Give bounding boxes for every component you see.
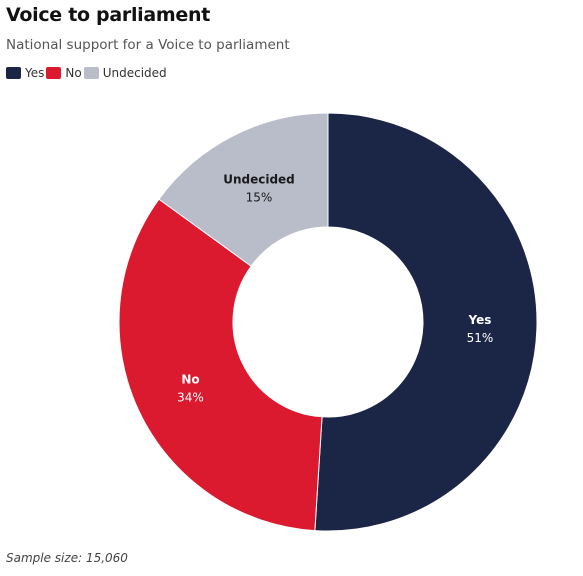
slice-yes[interactable] xyxy=(314,112,538,532)
slice-label-undecided: Undecided xyxy=(223,173,295,187)
legend-item-yes[interactable]: Yes xyxy=(6,66,44,80)
slice-label-yes: Yes xyxy=(467,313,491,327)
slice-no[interactable] xyxy=(118,198,323,532)
legend-item-undecided[interactable]: Undecided xyxy=(83,66,167,80)
legend-swatch-yes xyxy=(6,67,21,79)
chart-legend: Yes No Undecided xyxy=(6,66,169,80)
slice-value-no: 34% xyxy=(177,391,204,405)
legend-label-yes: Yes xyxy=(25,66,45,80)
slice-value-yes: 51% xyxy=(467,331,494,345)
chart-subtitle: National support for a Voice to parliame… xyxy=(6,37,290,53)
slice-undecided[interactable] xyxy=(158,112,329,267)
sample-size-note: Sample size: 15,060 xyxy=(6,551,128,565)
legend-item-no[interactable]: No xyxy=(46,66,82,80)
chart-title: Voice to parliament xyxy=(6,4,210,26)
legend-label-no: No xyxy=(65,66,82,80)
slice-label-no: No xyxy=(181,373,199,387)
legend-swatch-undecided xyxy=(83,67,99,79)
slice-value-undecided: 15% xyxy=(246,191,273,205)
legend-label-undecided: Undecided xyxy=(102,66,167,80)
legend-swatch-no xyxy=(46,67,62,79)
